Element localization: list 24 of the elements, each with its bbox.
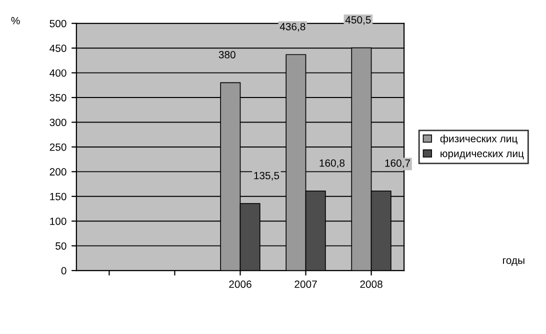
- data-label: 160,8: [320, 159, 345, 168]
- y-axis-title: %: [11, 17, 20, 24]
- y-tick-label: 500: [50, 20, 66, 28]
- x-tick-label: 2008: [360, 280, 382, 288]
- y-tick-label: 150: [50, 192, 66, 200]
- data-label: 135,5: [254, 172, 280, 180]
- y-tick-label: 250: [50, 143, 66, 151]
- data-label: 160,7: [385, 159, 410, 168]
- y-tick-label: 300: [50, 118, 66, 126]
- data-label: 450,5: [345, 16, 371, 25]
- y-tick-label: 0: [61, 267, 66, 274]
- legend-label: юридических лиц: [440, 152, 524, 160]
- y-tick-label: 350: [50, 94, 66, 102]
- y-tick-label: 400: [50, 69, 66, 77]
- text: годы: [503, 258, 524, 266]
- y-tick-label: 50: [56, 242, 66, 250]
- x-tick-label: 2006: [229, 280, 252, 288]
- y-tick-label: 100: [50, 218, 66, 225]
- data-label: 380: [218, 51, 236, 58]
- x-tick-label: 2007: [294, 280, 317, 288]
- data-label: 436,8: [280, 22, 306, 32]
- legend-label: физических лиц: [440, 134, 518, 144]
- y-tick-label: 200: [50, 168, 66, 176]
- y-tick-label: 450: [50, 44, 66, 52]
